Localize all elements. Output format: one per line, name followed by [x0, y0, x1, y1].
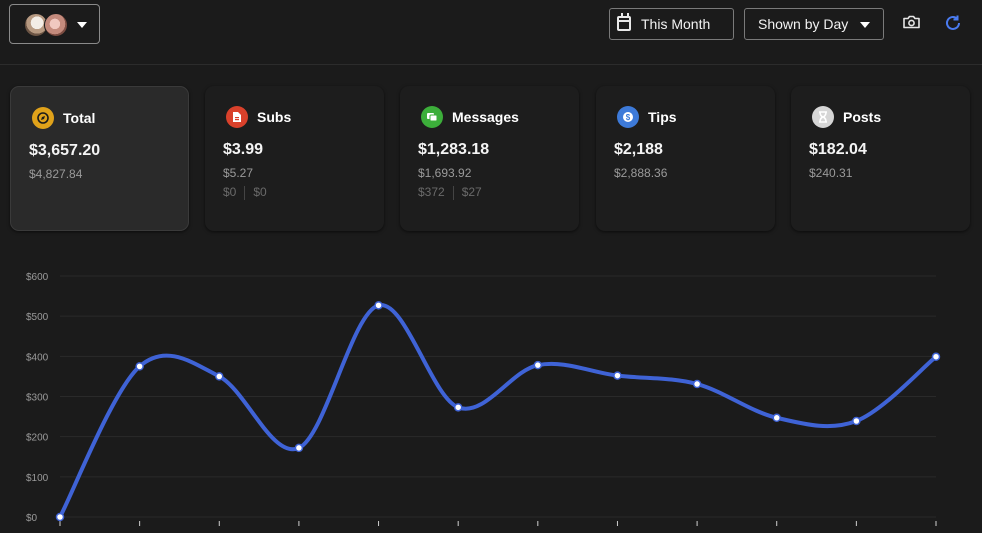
data-point[interactable]	[692, 379, 702, 389]
chat-icon	[421, 106, 443, 128]
breakdown-value: $0	[253, 185, 267, 199]
data-point[interactable]	[294, 443, 304, 453]
card-previous-value: $4,827.84	[29, 167, 83, 181]
card-breakdown: $372 $27	[418, 185, 482, 200]
line-chart: $0 $100 $200 $300 $400 $500 $600	[26, 272, 941, 526]
data-point[interactable]	[215, 372, 224, 381]
card-tips[interactable]: $ Tips $2,188 $2,888.36	[596, 86, 775, 231]
card-posts[interactable]: Posts $182.04 $240.31	[791, 86, 970, 231]
breakdown-value: $27	[461, 185, 482, 199]
card-previous-value: $1,693.92	[418, 166, 472, 180]
y-tick-label: $600	[26, 272, 49, 283]
y-tick-label: $100	[26, 473, 49, 484]
card-title: Tips	[648, 109, 677, 125]
breakdown-value: $372	[418, 185, 445, 199]
data-point[interactable]	[931, 352, 941, 361]
compass-icon	[32, 107, 54, 129]
calendar-icon	[617, 13, 631, 31]
card-previous-value: $5.27	[223, 166, 254, 180]
chevron-down-icon	[77, 22, 87, 28]
divider	[244, 185, 246, 200]
data-point[interactable]	[453, 403, 463, 412]
card-value: $2,188	[614, 141, 663, 158]
series-line	[58, 303, 938, 519]
data-point[interactable]	[374, 301, 383, 310]
card-previous-value: $240.31	[809, 166, 853, 180]
hourglass-icon	[812, 106, 834, 128]
card-value: $3.99	[223, 141, 264, 158]
card-value: $3,657.20	[29, 142, 101, 159]
y-tick-label: $400	[26, 352, 49, 363]
data-point[interactable]	[135, 362, 144, 371]
data-point[interactable]	[772, 413, 781, 423]
card-value: $182.04	[809, 141, 867, 158]
breakdown-value: $0	[223, 185, 237, 199]
dollar-icon: $	[617, 106, 639, 128]
data-point[interactable]	[613, 371, 622, 380]
y-tick-label: $300	[26, 393, 49, 404]
card-messages[interactable]: Messages $1,283.18 $1,693.92 $372 $27	[400, 86, 579, 231]
camera-icon[interactable]	[903, 15, 920, 29]
avatar	[44, 13, 68, 37]
data-point[interactable]	[533, 360, 543, 370]
data-point[interactable]	[852, 416, 861, 426]
earnings-chart: $0 $100 $200 $300 $400 $500 $600	[0, 255, 982, 528]
divider	[452, 185, 454, 200]
date-range-button[interactable]: This Month	[609, 8, 734, 40]
data-point[interactable]	[55, 512, 65, 522]
grouping-label: Shown by Day	[758, 16, 849, 32]
grouping-dropdown[interactable]: Shown by Day	[744, 8, 884, 40]
card-title: Subs	[257, 109, 292, 125]
document-icon	[226, 106, 248, 128]
card-breakdown: $0 $0	[223, 185, 267, 200]
card-value: $1,283.18	[418, 141, 490, 158]
card-previous-value: $2,888.36	[614, 166, 668, 180]
card-subs[interactable]: Subs $3.99 $5.27 $0 $0	[205, 86, 384, 231]
y-tick-label: $200	[26, 433, 49, 444]
date-range-label: This Month	[641, 16, 711, 32]
card-title: Total	[63, 110, 96, 126]
card-total[interactable]: Total $3,657.20 $4,827.84	[10, 86, 189, 231]
top-toolbar: This Month Shown by Day	[0, 0, 982, 65]
account-switcher-button[interactable]	[9, 4, 100, 44]
y-tick-label: $0	[26, 513, 38, 524]
y-tick-label: $500	[26, 312, 49, 323]
svg-text:$: $	[626, 113, 631, 122]
chevron-down-icon	[860, 22, 870, 28]
refresh-icon[interactable]	[944, 14, 962, 32]
card-title: Posts	[843, 109, 882, 125]
card-title: Messages	[452, 109, 519, 125]
